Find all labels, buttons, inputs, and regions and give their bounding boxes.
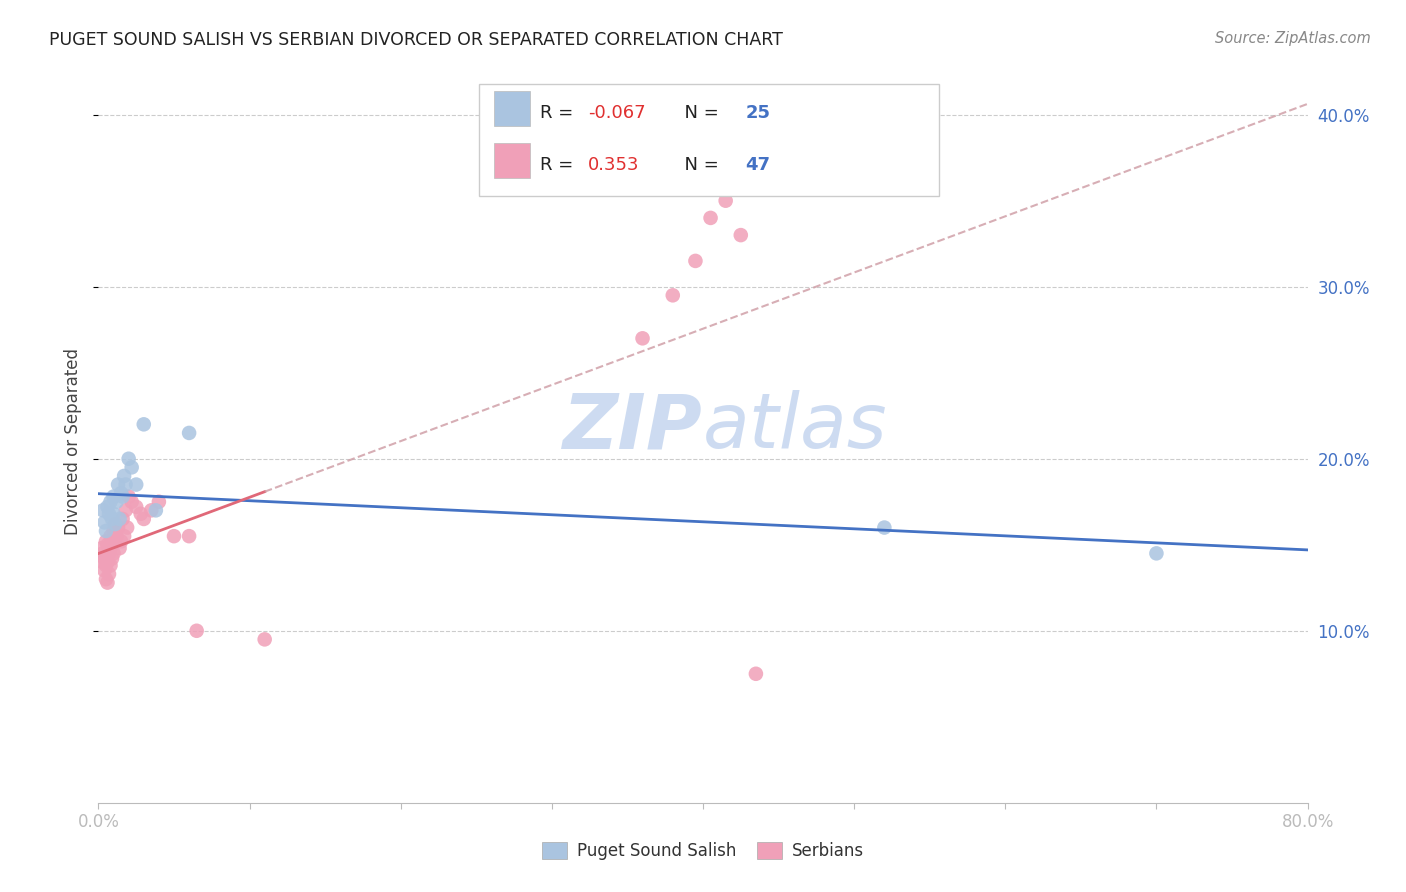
Point xyxy=(745,666,768,681)
Text: -0.067: -0.067 xyxy=(588,103,645,122)
Point xyxy=(873,520,896,534)
Point xyxy=(105,529,128,543)
Point xyxy=(96,555,118,569)
Point xyxy=(90,541,112,556)
Point xyxy=(103,490,125,504)
Point xyxy=(118,490,141,504)
Point xyxy=(93,551,115,566)
Point xyxy=(132,417,155,432)
Text: R =: R = xyxy=(540,103,579,122)
Point xyxy=(121,494,143,508)
Point xyxy=(111,490,134,504)
Point xyxy=(96,500,118,514)
Point xyxy=(101,534,124,549)
Point xyxy=(91,503,114,517)
Point xyxy=(105,494,128,508)
Point xyxy=(93,516,115,530)
Point xyxy=(103,546,125,560)
Point xyxy=(110,534,132,549)
Text: N =: N = xyxy=(672,103,724,122)
Text: 25: 25 xyxy=(745,103,770,122)
Y-axis label: Divorced or Separated: Divorced or Separated xyxy=(65,348,83,535)
Point xyxy=(125,500,148,514)
Point xyxy=(104,517,127,532)
Point xyxy=(94,524,117,538)
Text: N =: N = xyxy=(672,156,724,174)
Point xyxy=(111,512,134,526)
Point xyxy=(186,624,208,638)
Point xyxy=(103,507,125,521)
Point xyxy=(98,567,121,582)
Point xyxy=(98,546,121,560)
Point xyxy=(631,331,654,345)
Point xyxy=(96,575,118,590)
Point xyxy=(94,572,117,586)
Point xyxy=(100,541,122,556)
FancyBboxPatch shape xyxy=(494,143,530,178)
Point xyxy=(96,538,118,552)
Point xyxy=(112,469,135,483)
Text: 47: 47 xyxy=(745,156,770,174)
Point xyxy=(714,194,737,208)
Point xyxy=(101,551,124,566)
Point xyxy=(253,632,276,647)
Point xyxy=(100,494,122,508)
Point xyxy=(145,503,167,517)
Point xyxy=(129,507,152,521)
Point xyxy=(100,529,122,543)
Point xyxy=(132,512,155,526)
Point xyxy=(661,288,683,302)
Point xyxy=(685,253,707,268)
Point xyxy=(112,529,135,543)
Point xyxy=(114,503,136,517)
Legend: Puget Sound Salish, Serbians: Puget Sound Salish, Serbians xyxy=(536,835,870,867)
Point xyxy=(107,477,129,491)
Point xyxy=(91,555,114,569)
Point xyxy=(98,507,121,521)
Point xyxy=(125,477,148,491)
Text: atlas: atlas xyxy=(703,390,887,464)
Point xyxy=(103,524,125,538)
Point xyxy=(163,529,186,543)
Point xyxy=(118,451,141,466)
Point xyxy=(730,228,752,243)
Point xyxy=(179,425,201,440)
Text: R =: R = xyxy=(540,156,585,174)
Point xyxy=(121,460,143,475)
Point xyxy=(94,534,117,549)
Point xyxy=(91,546,114,560)
Point xyxy=(110,486,132,500)
Point xyxy=(104,517,127,532)
Point xyxy=(179,529,201,543)
FancyBboxPatch shape xyxy=(479,84,939,196)
Text: ZIP: ZIP xyxy=(564,390,703,464)
Point xyxy=(148,494,170,508)
Point xyxy=(100,558,122,573)
Text: Source: ZipAtlas.com: Source: ZipAtlas.com xyxy=(1215,31,1371,46)
Point xyxy=(93,564,115,578)
Point xyxy=(114,477,136,491)
Text: 0.353: 0.353 xyxy=(588,156,640,174)
Point xyxy=(1144,546,1167,560)
FancyBboxPatch shape xyxy=(494,91,530,126)
Point xyxy=(699,211,721,225)
Point xyxy=(94,558,117,573)
Point xyxy=(141,503,163,517)
Text: PUGET SOUND SALISH VS SERBIAN DIVORCED OR SEPARATED CORRELATION CHART: PUGET SOUND SALISH VS SERBIAN DIVORCED O… xyxy=(49,31,783,49)
Point xyxy=(108,541,131,556)
Point xyxy=(107,520,129,534)
Point xyxy=(101,512,124,526)
Point xyxy=(115,520,138,534)
Point xyxy=(108,512,131,526)
